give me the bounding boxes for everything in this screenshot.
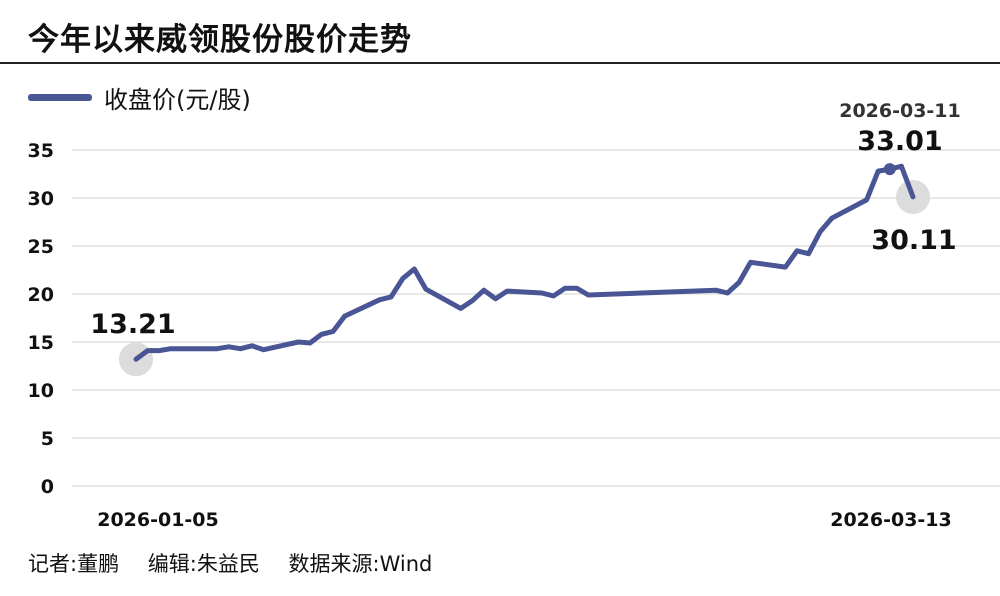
- y-tick-label: 30: [28, 188, 54, 210]
- peak-value-label: 33.01: [857, 126, 942, 157]
- chart-title: 今年以来威领股份股价走势: [28, 22, 412, 58]
- y-tick-label: 10: [28, 380, 54, 402]
- x-tick-label-start: 2026-01-05: [97, 509, 219, 531]
- title-divider: [0, 62, 1000, 64]
- y-tick-label: 5: [41, 428, 54, 450]
- y-tick-label: 15: [28, 332, 54, 354]
- y-tick-label: 25: [28, 236, 54, 258]
- series-line: [133, 163, 916, 362]
- y-tick-label: 35: [28, 140, 54, 162]
- legend-swatch: [28, 93, 92, 101]
- legend: 收盘价(元/股): [28, 82, 251, 114]
- legend-label: 收盘价(元/股): [104, 85, 251, 114]
- reporter-credit: 记者:董鹏: [28, 552, 120, 576]
- peak-date-label: 2026-03-11: [839, 100, 961, 122]
- end-value-label: 30.11: [871, 225, 956, 256]
- credits: 记者:董鹏 编辑:朱益民 数据来源:Wind: [28, 548, 454, 578]
- peak-point-marker: [883, 163, 896, 176]
- x-tick-label-end: 2026-03-13: [830, 509, 952, 531]
- y-tick-label: 0: [41, 476, 54, 498]
- y-tick-label: 20: [28, 284, 54, 306]
- source-credit: 数据来源:Wind: [288, 552, 433, 576]
- editor-credit: 编辑:朱益民: [147, 552, 260, 576]
- start-value-label: 13.21: [90, 309, 175, 340]
